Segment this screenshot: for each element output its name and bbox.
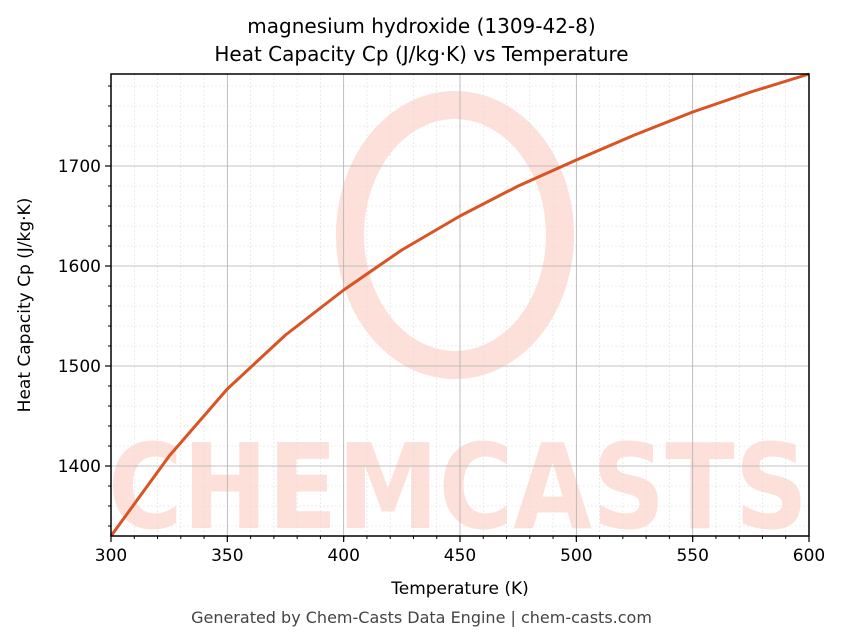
y-tick-label: 1400 — [58, 457, 101, 477]
chart-title-line2: Heat Capacity Cp (J/kg·K) vs Temperature — [214, 42, 629, 66]
x-tick-label: 550 — [676, 546, 708, 566]
x-tick-label: 350 — [211, 546, 243, 566]
chart-title-line1: magnesium hydroxide (1309-42-8) — [247, 14, 596, 38]
x-tick-label: 500 — [560, 546, 592, 566]
x-axis: 300 350 400 450 500 550 600 Temperature (K) — [95, 536, 825, 599]
x-tick-label: 450 — [444, 546, 476, 566]
watermark: CHEMCASTS — [108, 91, 808, 556]
svg-text:CHEMCASTS: CHEMCASTS — [108, 418, 808, 556]
y-tick-label: 1500 — [58, 357, 101, 377]
y-tick-label: 1600 — [58, 257, 101, 277]
y-tick-label: 1700 — [58, 157, 101, 177]
y-axis: 1400 1500 1600 1700 Heat Capacity Cp (J/kg·K… — [15, 85, 111, 527]
y-axis-label: Heat Capacity Cp (J/kg·K) — [15, 198, 35, 413]
footer-credit: Generated by Chem-Casts Data Engine | ch… — [191, 608, 652, 627]
x-tick-label: 300 — [95, 546, 127, 566]
x-tick-label: 400 — [327, 546, 359, 566]
x-axis-label: Temperature (K) — [390, 579, 529, 599]
x-tick-label: 600 — [793, 546, 825, 566]
cp-series-line — [109, 72, 810, 537]
